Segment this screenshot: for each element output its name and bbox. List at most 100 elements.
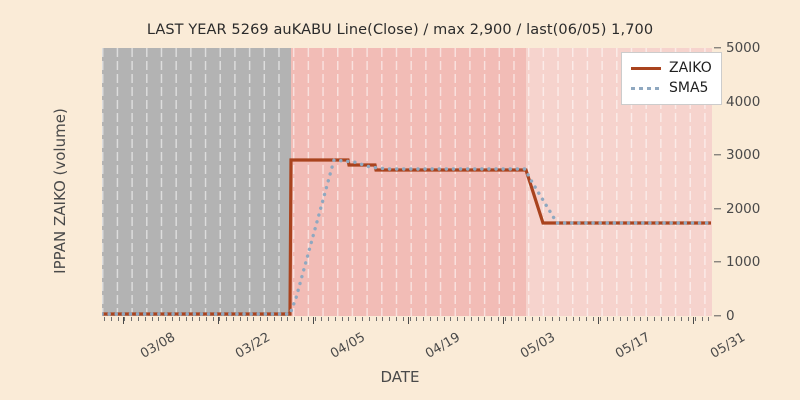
y-tick-label-5000: 5000 <box>726 40 761 56</box>
x-minor-tick <box>674 317 676 321</box>
x-minor-tick <box>470 317 472 321</box>
series-lines <box>102 158 712 316</box>
x-minor-tick <box>694 317 696 321</box>
x-minor-tick <box>355 317 357 321</box>
x-tick-label-4: 05/03 <box>518 330 558 362</box>
x-minor-tick <box>117 317 119 321</box>
x-tick-label-0: 03/08 <box>138 330 178 362</box>
x-minor-tick <box>647 317 649 321</box>
x-minor-tick <box>681 317 683 321</box>
y-tick-mark-2000 <box>714 207 721 210</box>
x-tick-mark-5 <box>598 317 600 324</box>
x-minor-tick <box>592 317 594 321</box>
x-minor-tick <box>402 317 404 321</box>
x-minor-tick <box>599 317 601 321</box>
x-minor-tick <box>212 317 214 321</box>
x-minor-tick <box>321 317 323 321</box>
x-minor-tick <box>233 317 234 321</box>
x-minor-tick <box>151 317 153 321</box>
x-minor-tick <box>586 317 588 321</box>
x-minor-tick <box>606 317 608 321</box>
x-minor-tick <box>416 317 418 321</box>
y-tick-mark-3000 <box>714 154 721 156</box>
x-minor-tick <box>192 317 194 321</box>
x-minor-tick <box>294 317 296 321</box>
x-minor-tick <box>226 317 228 321</box>
x-minor-tick <box>260 317 262 321</box>
x-minor-tick <box>280 317 282 321</box>
x-minor-tick <box>511 317 513 321</box>
x-minor-tick <box>667 317 669 321</box>
y-tick-label-3000: 3000 <box>726 147 761 163</box>
x-minor-tick <box>219 317 221 321</box>
x-tick-mark-6 <box>693 317 695 324</box>
y-axis-title: IPPAN ZAIKO (volume) <box>51 108 69 274</box>
legend-label-zaiko: ZAIKO <box>669 60 712 76</box>
x-tick-mark-1 <box>218 317 220 324</box>
chart-legend[interactable]: ZAIKO SMA5 <box>621 52 722 105</box>
x-minor-tick <box>287 317 289 321</box>
x-minor-tick <box>633 317 635 321</box>
chart-title: LAST YEAR 5269 auKABU Line(Close) / max … <box>146 22 654 38</box>
x-minor-tick <box>579 317 581 321</box>
x-minor-tick <box>497 317 499 321</box>
x-tick-label-1: 03/22 <box>233 330 273 362</box>
x-minor-tick <box>307 317 309 321</box>
x-minor-tick <box>504 317 506 321</box>
x-minor-tick <box>138 317 139 321</box>
x-minor-tick <box>409 317 411 321</box>
x-tick-label-2: 04/05 <box>328 330 368 362</box>
x-minor-tick <box>300 317 302 321</box>
x-minor-tick <box>341 317 343 321</box>
dotted-line-swatch-icon <box>631 83 661 94</box>
legend-entry-zaiko[interactable]: ZAIKO <box>631 58 712 78</box>
x-minor-tick <box>328 317 330 321</box>
x-minor-tick <box>396 317 397 321</box>
x-minor-tick <box>436 317 438 321</box>
x-minor-tick <box>165 317 167 321</box>
x-minor-tick <box>620 317 621 321</box>
x-tick-mark-2 <box>313 317 315 324</box>
x-minor-tick <box>443 317 445 321</box>
y-tick-label-0: 0 <box>726 307 735 324</box>
x-tick-label-5: 05/17 <box>613 330 653 362</box>
x-minor-tick <box>558 317 560 321</box>
x-minor-tick <box>348 317 350 321</box>
y-tick-mark-0 <box>714 314 721 317</box>
x-minor-tick <box>450 317 452 321</box>
legend-entry-sma5[interactable]: SMA5 <box>631 78 712 98</box>
x-minor-tick <box>246 317 248 321</box>
x-minor-tick <box>565 317 567 321</box>
y-tick-label-1000: 1000 <box>726 254 761 270</box>
x-minor-tick <box>654 317 655 321</box>
x-minor-tick <box>708 317 710 321</box>
x-minor-tick <box>626 317 628 321</box>
x-minor-tick <box>267 317 268 321</box>
x-minor-tick <box>239 317 241 321</box>
y-tick-mark-1000 <box>714 261 721 263</box>
x-minor-tick <box>613 317 615 321</box>
x-minor-tick <box>368 317 370 321</box>
x-minor-tick <box>484 317 486 321</box>
series-line-zaiko <box>102 158 711 316</box>
series-line-sma5 <box>102 158 712 316</box>
x-minor-tick <box>423 317 425 321</box>
x-tick-mark-0 <box>123 317 125 324</box>
x-minor-tick <box>660 317 662 321</box>
x-minor-tick <box>463 317 465 321</box>
x-minor-tick <box>477 317 479 321</box>
x-minor-tick <box>518 317 520 321</box>
y-tick-label-2000: 2000 <box>726 200 761 217</box>
x-minor-tick <box>701 317 703 321</box>
x-minor-tick <box>457 317 459 321</box>
x-minor-tick <box>171 317 173 321</box>
x-axis-title: DATE <box>380 368 420 386</box>
x-minor-tick <box>158 317 160 321</box>
x-tick-label-3: 04/19 <box>423 330 463 362</box>
x-minor-tick <box>178 317 180 321</box>
x-minor-tick <box>545 317 547 321</box>
x-minor-tick <box>525 317 526 321</box>
x-minor-tick <box>253 317 255 321</box>
x-tick-label-6: 05/31 <box>708 330 748 362</box>
